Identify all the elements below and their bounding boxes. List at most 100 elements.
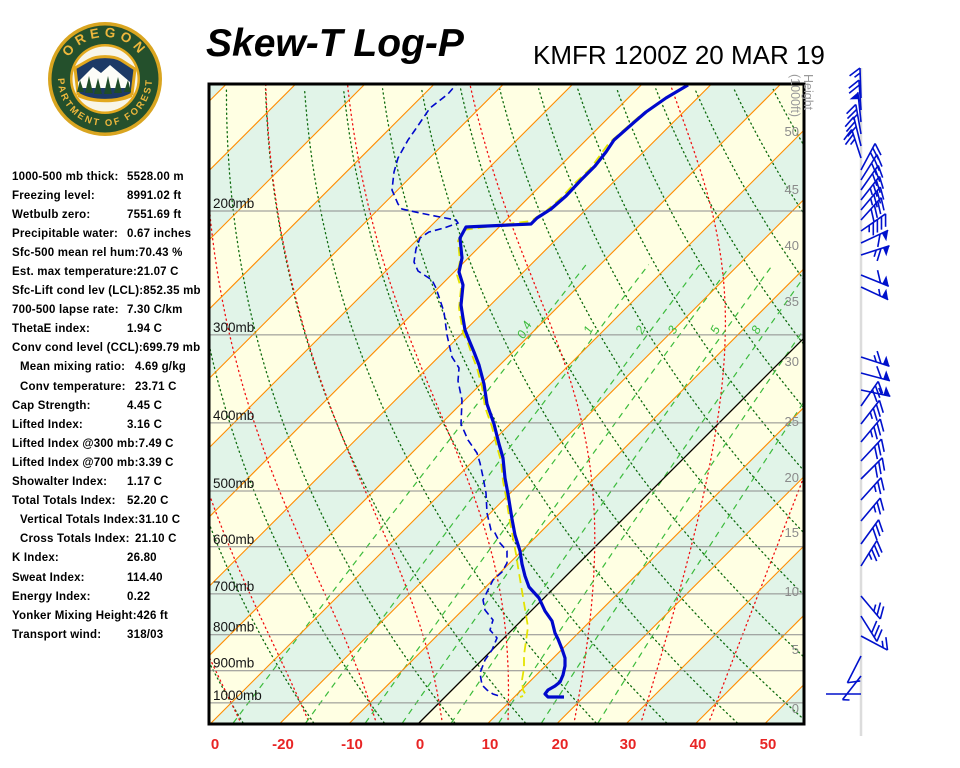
index-row-14: Lifted Index @300 mb: 7.49 C bbox=[12, 434, 227, 453]
wind-barb bbox=[860, 274, 890, 287]
freezing-isotherm bbox=[418, 338, 803, 723]
index-row-17: Total Totals Index: 52.20 C bbox=[12, 492, 227, 511]
logo-trees-icon bbox=[77, 76, 131, 94]
index-row-16: Showalter Index: 1.17 C bbox=[12, 473, 227, 492]
index-label: 1000-500 mb thick: bbox=[12, 170, 119, 183]
index-row-13: Lifted Index: 3.16 C bbox=[12, 415, 227, 434]
odf-logo: OREGON DEPARTMENT OF FORESTRY bbox=[39, 10, 166, 145]
temp-axis-label: 10 bbox=[482, 736, 499, 753]
wind-barb bbox=[860, 497, 881, 522]
index-label: Showalter Index: bbox=[12, 476, 108, 489]
temperature-profile bbox=[457, 85, 689, 699]
wind-barb bbox=[846, 655, 862, 684]
index-value: 7.30 C/km bbox=[127, 304, 183, 317]
index-value: 31.10 C bbox=[138, 514, 181, 527]
wind-barb bbox=[860, 438, 883, 462]
index-row-3: Precipitable water: 0.67 inches bbox=[12, 224, 227, 243]
index-value: 70.43 % bbox=[138, 246, 183, 259]
index-value: 1.17 C bbox=[127, 476, 163, 489]
temp-axis-label: 0 bbox=[211, 736, 219, 753]
pressure-label: 500mb bbox=[213, 476, 254, 491]
index-label: Conv temperature: bbox=[20, 380, 126, 393]
index-value: 3.39 C bbox=[138, 456, 174, 469]
index-label: Conv cond level (CCL): bbox=[12, 342, 143, 355]
temp-axis-label: 30 bbox=[620, 736, 637, 753]
index-value: 4.69 g/kg bbox=[135, 361, 187, 374]
index-value: 5528.00 m bbox=[127, 170, 184, 183]
index-value: 1.94 C bbox=[127, 323, 163, 336]
height-label: 50 bbox=[785, 124, 799, 139]
index-row-20: K Index: 26.80 bbox=[12, 549, 227, 568]
index-row-12: Cap Strength: 4.45 C bbox=[12, 396, 227, 415]
index-label: Sweat Index: bbox=[12, 571, 85, 584]
wind-barb bbox=[860, 143, 876, 171]
index-value: 4.45 C bbox=[127, 399, 163, 412]
odf-logo-svg: OREGON DEPARTMENT OF FORESTRY bbox=[39, 10, 162, 136]
height-label: 25 bbox=[785, 414, 799, 429]
height-label: 10 bbox=[785, 584, 799, 599]
index-label: Cap Strength: bbox=[12, 399, 91, 412]
temp-axis-label: 20 bbox=[552, 736, 569, 753]
index-label: Yonker Mixing Height: bbox=[12, 609, 137, 622]
index-label: K Index: bbox=[12, 552, 59, 565]
height-axis-title: Height(1000ft) bbox=[788, 74, 815, 117]
temp-axis-label: 50 bbox=[760, 736, 777, 753]
sounding-indices-panel: 1000-500 mb thick: 5528.00 m Freezing leve… bbox=[12, 167, 227, 644]
index-row-4: Sfc-500 mean rel hum: 70.43 % bbox=[12, 243, 227, 262]
mixing-ratio-lines bbox=[232, 264, 803, 723]
height-label: 5 bbox=[792, 642, 799, 657]
pressure-label: 400mb bbox=[213, 408, 254, 423]
plot-area: 0.4 1 2 3 5 8 bbox=[210, 85, 803, 723]
index-label: Sfc-500 mean rel hum: bbox=[12, 246, 139, 259]
index-value: 852.35 mb bbox=[143, 285, 201, 298]
moist-adiabats bbox=[210, 85, 803, 723]
index-row-18: Vertical Totals Index: 31.10 C bbox=[12, 511, 227, 530]
isotherm-bands bbox=[210, 85, 803, 723]
index-value: 23.71 C bbox=[135, 380, 177, 393]
index-label: Lifted Index: bbox=[12, 418, 83, 431]
wind-barb bbox=[860, 457, 883, 480]
index-value: 52.20 C bbox=[127, 495, 169, 508]
station-time-label: KMFR 1200Z 20 MAR 19 bbox=[533, 40, 825, 70]
pressure-gridlines bbox=[210, 210, 803, 704]
index-label: Vertical Totals Index: bbox=[20, 514, 139, 527]
pressure-label: 300mb bbox=[213, 320, 254, 335]
index-label: Mean mixing ratio: bbox=[20, 361, 126, 374]
chart-frame bbox=[207, 82, 806, 726]
index-row-0: 1000-500 mb thick: 5528.00 m bbox=[12, 167, 227, 186]
pressure-labels: 200mb 300mb 400mb 500mb 600mb 700mb 800mb 900mb… bbox=[213, 196, 262, 703]
height-label: 45 bbox=[785, 182, 799, 197]
index-row-15: Lifted Index @700 mb: 3.39 C bbox=[12, 453, 227, 472]
wind-barb bbox=[860, 519, 880, 545]
wind-barb bbox=[860, 477, 882, 501]
index-value: 0.67 inches bbox=[127, 227, 192, 240]
temp-axis-label: -20 bbox=[272, 736, 294, 753]
index-row-5: Est. max temperature: 21.07 C bbox=[12, 262, 227, 281]
index-value: 21.10 C bbox=[135, 533, 177, 546]
index-label: Lifted Index @700 mb: bbox=[12, 456, 139, 469]
height-label: 20 bbox=[785, 470, 799, 485]
dewpoint-profile bbox=[391, 85, 508, 698]
index-label: Freezing level: bbox=[12, 189, 95, 202]
logo-base bbox=[78, 94, 132, 103]
index-value: 114.40 bbox=[127, 571, 163, 584]
index-label: Transport wind: bbox=[12, 628, 102, 641]
index-row-24: Transport wind: 318/03 bbox=[12, 625, 227, 644]
index-row-10: Mean mixing ratio: 4.69 g/kg bbox=[12, 358, 227, 377]
index-value: 699.79 mb bbox=[142, 342, 201, 355]
wind-barb bbox=[860, 595, 881, 620]
height-label: 40 bbox=[785, 238, 799, 253]
index-row-1: Freezing level: 8991.02 ft bbox=[12, 186, 227, 205]
height-label: 0 bbox=[792, 701, 799, 716]
index-value: 426 ft bbox=[136, 609, 168, 622]
index-value: 3.16 C bbox=[127, 418, 163, 431]
index-row-19: Cross Totals Index: 21.10 C bbox=[12, 530, 227, 549]
pressure-label: 800mb bbox=[213, 620, 254, 635]
index-value: 7.49 C bbox=[138, 437, 174, 450]
wind-barb bbox=[850, 129, 862, 159]
index-row-21: Sweat Index: 114.40 bbox=[12, 568, 227, 587]
temp-axis-label: -10 bbox=[341, 736, 363, 753]
pressure-label: 600mb bbox=[213, 532, 254, 547]
page-title: Skew-T Log-P bbox=[206, 22, 464, 65]
